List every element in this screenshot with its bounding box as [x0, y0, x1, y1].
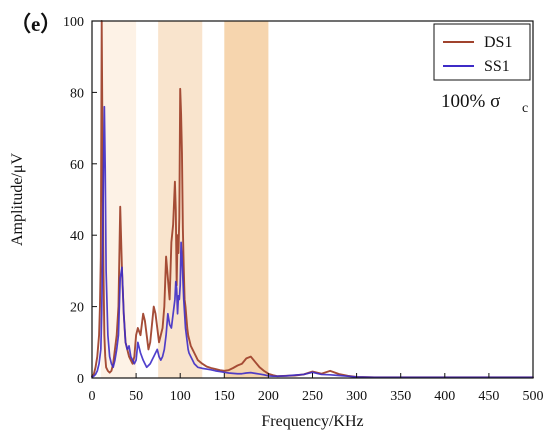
- highlight-band-2: [224, 21, 269, 378]
- x-tick-label-0: 0: [89, 389, 96, 404]
- y-tick-label-2: 40: [70, 229, 84, 244]
- x-tick-label-7: 350: [390, 389, 411, 404]
- series-layer: [91, 20, 534, 379]
- x-tick-label-5: 250: [302, 389, 323, 404]
- y-tick-label-4: 80: [70, 86, 84, 101]
- y-axis-title: Amplitude/μV: [9, 153, 26, 246]
- x-tick-label-10: 500: [523, 389, 544, 404]
- x-tick-label-1: 50: [129, 389, 143, 404]
- x-tick-label-3: 150: [214, 389, 235, 404]
- legend-box: [433, 23, 531, 81]
- y-tick-label-5: 100: [63, 15, 84, 30]
- x-tick-label-2: 100: [170, 389, 191, 404]
- panel-label: （e）: [10, 12, 61, 36]
- y-tick-label-1: 20: [70, 301, 84, 316]
- x-tick-label-4: 200: [258, 389, 279, 404]
- annotation-main: 100% σ: [441, 91, 500, 112]
- y-tick-label-3: 60: [70, 158, 84, 173]
- x-tick-label-6: 300: [346, 389, 367, 404]
- x-tick-layer: 0 50 100 150 200 250 300 350 400 450 500: [89, 373, 544, 404]
- y-tick-label-0: 0: [77, 372, 84, 387]
- annotation-subscript: c: [522, 101, 528, 116]
- y-tick-layer: 0 20 40 60 80 100: [63, 15, 97, 387]
- legend: DS1 SS1: [433, 23, 531, 81]
- x-tick-label-9: 450: [478, 389, 499, 404]
- x-axis-title: Frequency/KHz: [261, 413, 363, 430]
- legend-label-ss1: SS1: [484, 58, 510, 75]
- x-tick-label-8: 400: [434, 389, 455, 404]
- legend-label-ds1: DS1: [484, 34, 512, 51]
- series-line-ss1: [91, 105, 534, 379]
